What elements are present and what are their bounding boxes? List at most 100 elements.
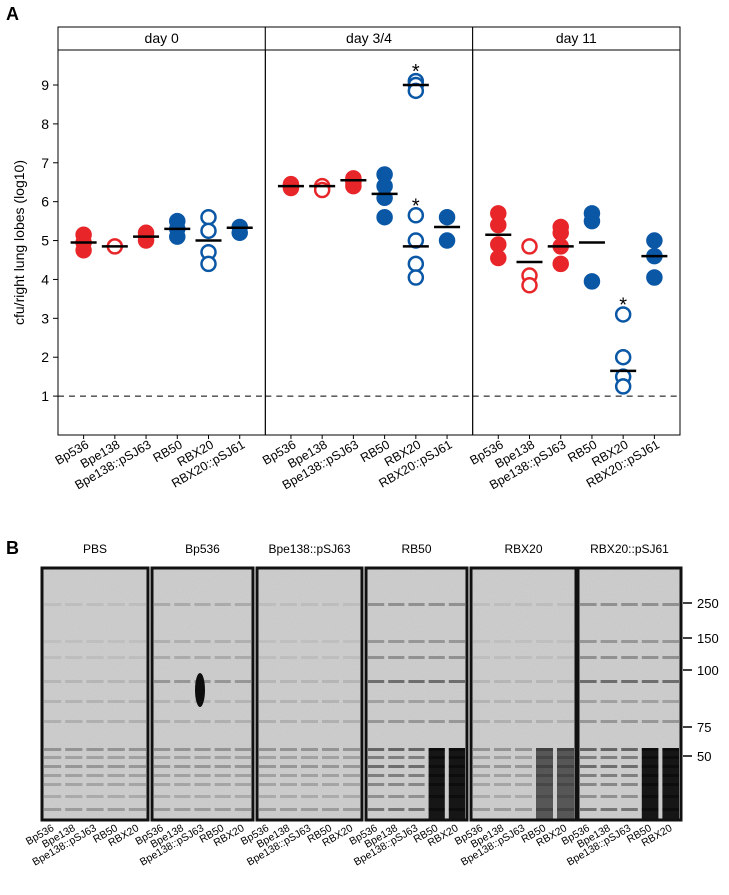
blot-band (408, 795, 425, 798)
blot-band (154, 640, 171, 643)
blot-band (44, 680, 62, 683)
blot-band (322, 640, 339, 643)
blot-band (448, 603, 465, 606)
blot-smear (641, 748, 659, 820)
data-point (552, 255, 569, 273)
blot-band (557, 720, 574, 723)
y-tick-label: 2 (41, 349, 49, 365)
blot-band (408, 720, 425, 723)
blot-band (214, 808, 231, 811)
blot-band (174, 783, 191, 786)
blot-band (580, 656, 597, 659)
blot-band (65, 680, 83, 683)
blot-band (44, 765, 62, 768)
blot-band (600, 656, 618, 659)
blot-band (580, 765, 597, 768)
blot-band (322, 720, 339, 723)
blot-band (65, 783, 83, 786)
blot-band (494, 656, 511, 659)
blot-band (259, 640, 276, 643)
blot-band (408, 603, 425, 606)
blot-band (301, 765, 318, 768)
blot-band (580, 720, 597, 723)
marker-label: 100 (697, 663, 719, 678)
blot-band (234, 603, 251, 606)
blot-band (154, 795, 171, 798)
blot-band (621, 756, 638, 759)
blot-band (580, 774, 597, 777)
blot-band (580, 756, 597, 759)
blot-band (44, 774, 62, 777)
blot-band (641, 656, 659, 659)
blot-band (214, 783, 231, 786)
blot-band (301, 808, 318, 811)
blot-band (621, 640, 638, 643)
blot-band (301, 748, 318, 751)
blot-band (301, 656, 318, 659)
blot-band (322, 603, 339, 606)
y-tick-label: 3 (41, 310, 49, 326)
blot-band (65, 795, 83, 798)
marker-label: 150 (697, 631, 719, 646)
y-axis-label: cfu/right lung lobes (log10) (11, 160, 27, 325)
blot-band (536, 700, 553, 703)
blot-band (107, 656, 125, 659)
blot-band (259, 748, 276, 751)
data-point (583, 273, 601, 290)
blot-band (194, 765, 211, 768)
blot-band (621, 720, 638, 723)
blot-band (621, 603, 638, 606)
y-tick-label: 7 (41, 155, 49, 171)
blot-frame (364, 566, 469, 822)
blot-band (194, 795, 211, 798)
blot-band (86, 748, 104, 751)
blot-band (65, 765, 83, 768)
blot-band (259, 756, 276, 759)
blot-band (44, 748, 62, 751)
blot-band (214, 795, 231, 798)
blot-band (234, 783, 251, 786)
blot-image (578, 568, 681, 820)
blot-band (174, 795, 191, 798)
blot-band (107, 680, 125, 683)
blot-band (580, 783, 597, 786)
blot-band (44, 795, 62, 798)
blot-band (44, 783, 62, 786)
blot-band (388, 603, 405, 606)
blot-band (473, 783, 490, 786)
blot-band (259, 603, 276, 606)
blot-band (473, 765, 490, 768)
blot-band (86, 700, 104, 703)
blot-band (343, 808, 360, 811)
blot-band (557, 656, 574, 659)
blot-band (343, 720, 360, 723)
blot-band (515, 720, 532, 723)
blot-band (448, 700, 465, 703)
blot-band (107, 783, 125, 786)
blot-band (580, 808, 597, 811)
blot-band (536, 680, 553, 683)
data-point (75, 242, 92, 259)
blot-band (214, 774, 231, 777)
data-point (614, 348, 632, 366)
blot-band (388, 656, 405, 659)
blot-band (234, 640, 251, 643)
blot-band (662, 700, 679, 703)
blot-band (234, 748, 251, 751)
blot-band (322, 748, 339, 751)
blot-band (408, 774, 425, 777)
blot-smear (428, 748, 445, 820)
blot-band (107, 765, 125, 768)
panel-label: A (6, 4, 19, 24)
blot-band (494, 756, 511, 759)
blot-band (174, 765, 191, 768)
blot-band (388, 720, 405, 723)
blot-band (194, 603, 211, 606)
blot-band (368, 720, 385, 723)
blot-band (408, 783, 425, 786)
blot-band (368, 656, 385, 659)
blot-band (128, 603, 146, 606)
blot-band (301, 720, 318, 723)
blot-band (128, 700, 146, 703)
blot-band (107, 720, 125, 723)
